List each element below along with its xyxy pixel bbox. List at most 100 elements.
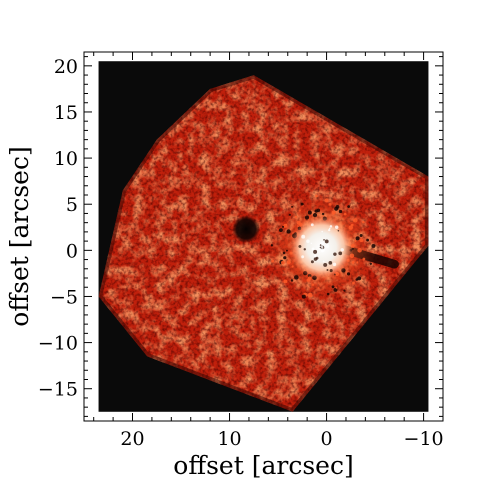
core-speckle [322,260,325,263]
x-tick-label: 20 [120,428,144,450]
core-speckle [310,260,314,264]
source-speckle [307,292,313,298]
source-speckle [311,283,315,286]
x-tick-label: −10 [404,428,444,450]
source-speckle [282,225,285,228]
source-speckle [294,215,298,219]
core-speckle [324,239,329,244]
source-speckle [346,272,351,276]
source-speckle [300,202,304,206]
core-speckle [313,249,318,254]
source-speckle [359,238,364,243]
core-speckle [329,269,333,273]
y-tick-label: 15 [54,102,78,124]
source-speckle [355,236,360,241]
core-speckle [328,227,331,230]
core-speckle [340,248,344,252]
source-speckle [315,194,318,198]
source-speckle [281,260,285,265]
source-speckle [369,262,372,265]
image-layer [98,61,429,412]
core-speckle [326,269,329,272]
source-speckle [343,212,347,216]
x-tick-label: 10 [217,428,241,450]
plot-border [83,51,444,422]
source-speckle [286,260,291,264]
source-speckle [347,205,350,209]
core-speckle [338,251,343,256]
core-speckle [313,257,318,261]
source-speckle [321,212,325,216]
source-speckle [291,265,294,268]
y-tick-label: −5 [50,286,78,308]
source-speckle [362,257,366,261]
source-speckle [283,279,288,284]
source-core-structure [298,223,344,273]
source-speckle [316,208,321,213]
source-speckle [283,223,288,228]
y-tick-label: 0 [66,240,78,262]
source-speckle [362,220,365,224]
source-speckle [326,292,330,296]
source-speckle [331,285,335,289]
source-speckle [335,287,338,289]
core-speckle [310,223,314,227]
core-speckle [334,225,339,229]
y-tick-label: −15 [38,379,78,401]
source-speckle [328,202,332,206]
source-speckle [286,229,291,234]
core-speckle [321,248,325,253]
source-speckle [371,243,376,248]
source-speckle [306,278,311,282]
core-speckle [323,239,325,241]
core-speckle [325,244,330,248]
source-speckle [324,198,329,203]
core-speckle [301,234,306,239]
core-speckle [301,255,305,259]
source-speckle [278,228,283,233]
source-speckle [290,279,294,282]
core-speckle [306,239,310,243]
x-axis-title: offset [arcsec] [173,451,353,480]
source-speckle [335,204,340,209]
source-speckle [307,210,312,215]
source-speckle [366,238,370,242]
core-speckle [328,261,333,265]
core-speckle [323,262,328,267]
axes-frame [83,51,444,422]
source-speckle [286,249,288,252]
source-speckle [354,240,357,243]
source-speckle [352,281,355,285]
core-speckle [332,262,337,267]
core-speckle [319,244,322,246]
y-tick-label: 10 [54,148,78,170]
x-tick-label: 0 [321,428,333,450]
source-speckle [359,233,363,238]
y-axis-title: offset [arcsec] [5,146,34,326]
source-speckle [333,287,338,292]
core-speckle [327,228,331,232]
core-speckle [320,245,324,249]
source-speckle [296,220,301,225]
y-tick-label: −10 [38,333,78,355]
y-tick-label: 5 [66,194,78,216]
source-speckle [356,261,359,264]
core-speckle [337,229,340,232]
source-speckle [352,218,358,223]
core-speckle [319,246,322,249]
source-speckle [270,244,273,247]
source-speckle [288,213,291,216]
source-speckle [298,209,301,212]
core-speckle [329,225,333,228]
source-speckle [357,276,362,281]
source-speckle [357,248,362,253]
axis-labels: 20 10 0 −10 −15 −10 −5 0 5 10 15 20 offset [arcsec] o… [5,56,444,480]
core-speckle [311,247,315,251]
source-speckle [294,275,299,280]
core-speckle [310,242,313,245]
source-speckle [291,205,294,208]
y-tick-label: 20 [54,56,78,78]
source-speckle [351,260,355,264]
source-speckle [317,287,320,289]
